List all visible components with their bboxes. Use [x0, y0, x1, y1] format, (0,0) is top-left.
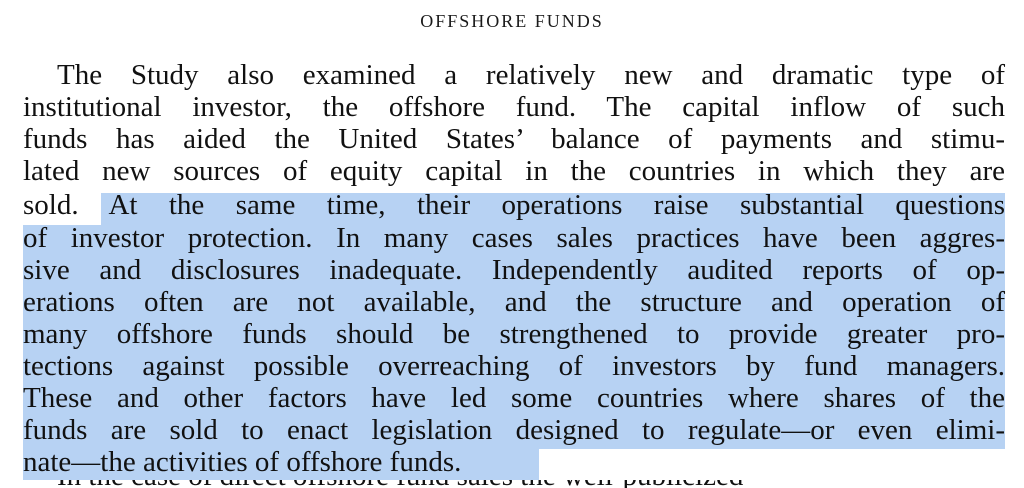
- selection-highlight-last-line: [23, 449, 539, 480]
- next-line-fragment: In the case of direct offshore fund sale…: [57, 480, 743, 488]
- paragraph-line[interactable]: erations often are not available, and th…: [23, 286, 1005, 318]
- paragraph-line[interactable]: many offshore funds should be strengthen…: [23, 318, 1005, 350]
- paragraph-line[interactable]: funds has aided the United States’ balan…: [23, 123, 1005, 155]
- paragraph-line[interactable]: lated new sources of equity capital in t…: [23, 155, 1005, 187]
- selection-highlight-block: [23, 225, 1005, 449]
- paragraph-line[interactable]: institutional investor, the offshore fun…: [23, 91, 1005, 123]
- paragraph-line[interactable]: The Study also examined a relatively new…: [57, 59, 1005, 91]
- paragraph-line[interactable]: sold. At the same time, their operations…: [23, 189, 1005, 221]
- line-text: sold.: [23, 189, 109, 221]
- selection-highlight-line-5: [101, 193, 1005, 225]
- highlighted-text: At the same time, their operations raise…: [108, 189, 1005, 221]
- highlighted-text: These and other factors have led some co…: [23, 382, 1005, 414]
- highlighted-text: nate—the activities of offshore funds.: [23, 446, 462, 478]
- line-text: funds has aided the United States’ balan…: [23, 123, 1005, 155]
- next-line-cutoff: In the case of direct offshore fund sale…: [23, 480, 1005, 488]
- section-heading: OFFSHORE FUNDS: [420, 11, 604, 31]
- highlighted-text: tections against possible overreaching o…: [23, 350, 1005, 382]
- line-text: lated new sources of equity capital in t…: [23, 155, 1005, 187]
- highlighted-text: sive and disclosures inadequate. Indepen…: [23, 254, 1005, 286]
- paragraph-line[interactable]: nate—the activities of offshore funds.: [23, 446, 1005, 478]
- paragraph-line[interactable]: of investor protection. In many cases sa…: [23, 222, 1005, 254]
- highlighted-text: funds are sold to enact legislation desi…: [23, 414, 1005, 446]
- highlighted-text: many offshore funds should be strengthen…: [23, 318, 1005, 350]
- highlighted-text: erations often are not available, and th…: [23, 286, 1005, 318]
- paragraph-line[interactable]: sive and disclosures inadequate. Indepen…: [23, 254, 1005, 286]
- highlighted-text: of investor protection. In many cases sa…: [23, 222, 1005, 254]
- paragraph-line[interactable]: tections against possible overreaching o…: [23, 350, 1005, 382]
- paragraph-line[interactable]: These and other factors have led some co…: [23, 382, 1005, 414]
- line-text: The Study also examined a relatively new…: [57, 59, 1005, 91]
- line-text: institutional investor, the offshore fun…: [23, 91, 1005, 123]
- paragraph-line[interactable]: funds are sold to enact legislation desi…: [23, 414, 1005, 446]
